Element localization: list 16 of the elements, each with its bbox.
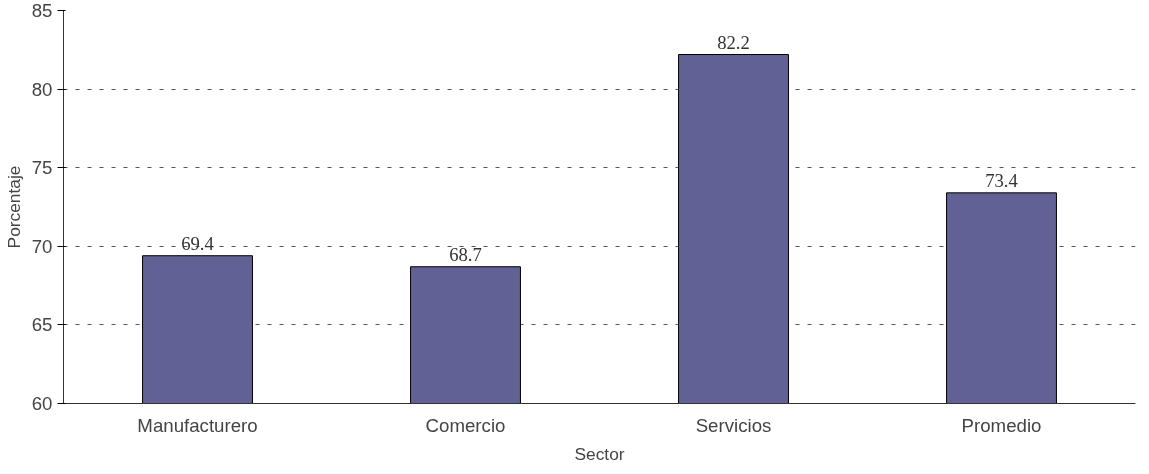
x-tick-label: Promedio: [961, 414, 1042, 436]
x-tick-label: Comercio: [425, 414, 506, 436]
data-label: 69.4: [181, 232, 215, 254]
data-label: 73.4: [985, 169, 1019, 191]
y-tick-label: 75: [31, 157, 53, 179]
y-tick-label: 70: [31, 235, 53, 257]
y-tick-label: 60: [31, 393, 53, 414]
x-tick-label: Manufacturero: [137, 414, 258, 436]
x-tick-label: Servicios: [695, 414, 772, 436]
y-axis-title: Porcentaje: [3, 165, 24, 249]
x-axis-title: Sector: [574, 443, 625, 464]
y-tick-label: 80: [31, 78, 53, 100]
data-label: 82.2: [717, 31, 750, 53]
data-label: 68.7: [449, 243, 482, 265]
y-tick-label: 65: [31, 314, 53, 336]
y-tick-label: 85: [31, 0, 53, 21]
